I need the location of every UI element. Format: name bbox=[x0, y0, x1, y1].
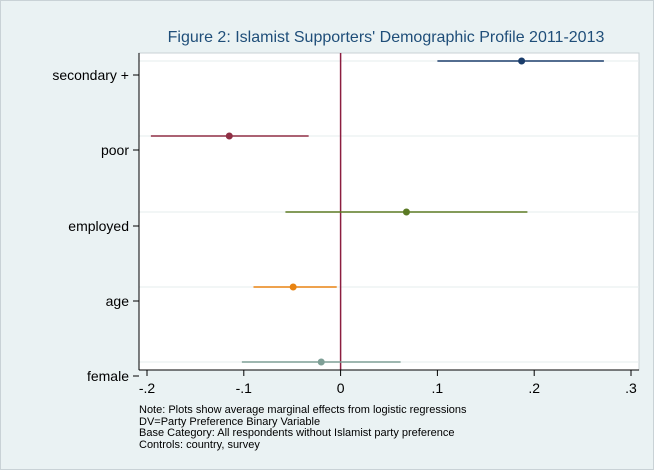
y-tick-label: age bbox=[106, 293, 130, 309]
x-tick-label: -.2 bbox=[139, 380, 156, 396]
point-estimate-1 bbox=[225, 132, 233, 140]
axes bbox=[138, 53, 639, 371]
note-line: Controls: country, survey bbox=[139, 438, 260, 451]
data-marks bbox=[150, 57, 604, 366]
y-tick-label: female bbox=[87, 368, 129, 384]
y-tick-label: poor bbox=[101, 142, 129, 158]
point-estimate-3 bbox=[289, 283, 297, 291]
notes: Note: Plots show average marginal effect… bbox=[139, 404, 639, 451]
point-estimate-4 bbox=[317, 358, 325, 366]
chart-title: Figure 2: Islamist Supporters' Demograph… bbox=[168, 29, 605, 46]
note-line: Note: Plots show average marginal effect… bbox=[139, 404, 467, 416]
note-line: DV=Party Preference Binary Variable bbox=[139, 415, 321, 428]
y-tick-label: employed bbox=[68, 218, 129, 234]
note-line: Base Category: All respondents without I… bbox=[139, 427, 455, 439]
y-tick-label: secondary + bbox=[52, 67, 129, 83]
x-tick-label: -.1 bbox=[236, 380, 253, 396]
y-axis-labels: secondary + poor employed age female bbox=[52, 67, 139, 384]
x-tick-label: .3 bbox=[625, 380, 637, 396]
point-estimate-0 bbox=[518, 57, 526, 65]
x-axis-ticks: -.2 -.1 0 .1 .2 .3 bbox=[139, 370, 637, 396]
x-tick-label: .1 bbox=[432, 380, 444, 396]
x-tick-label: 0 bbox=[337, 380, 345, 396]
x-tick-label: .2 bbox=[528, 380, 540, 396]
point-estimate-2 bbox=[402, 208, 410, 216]
